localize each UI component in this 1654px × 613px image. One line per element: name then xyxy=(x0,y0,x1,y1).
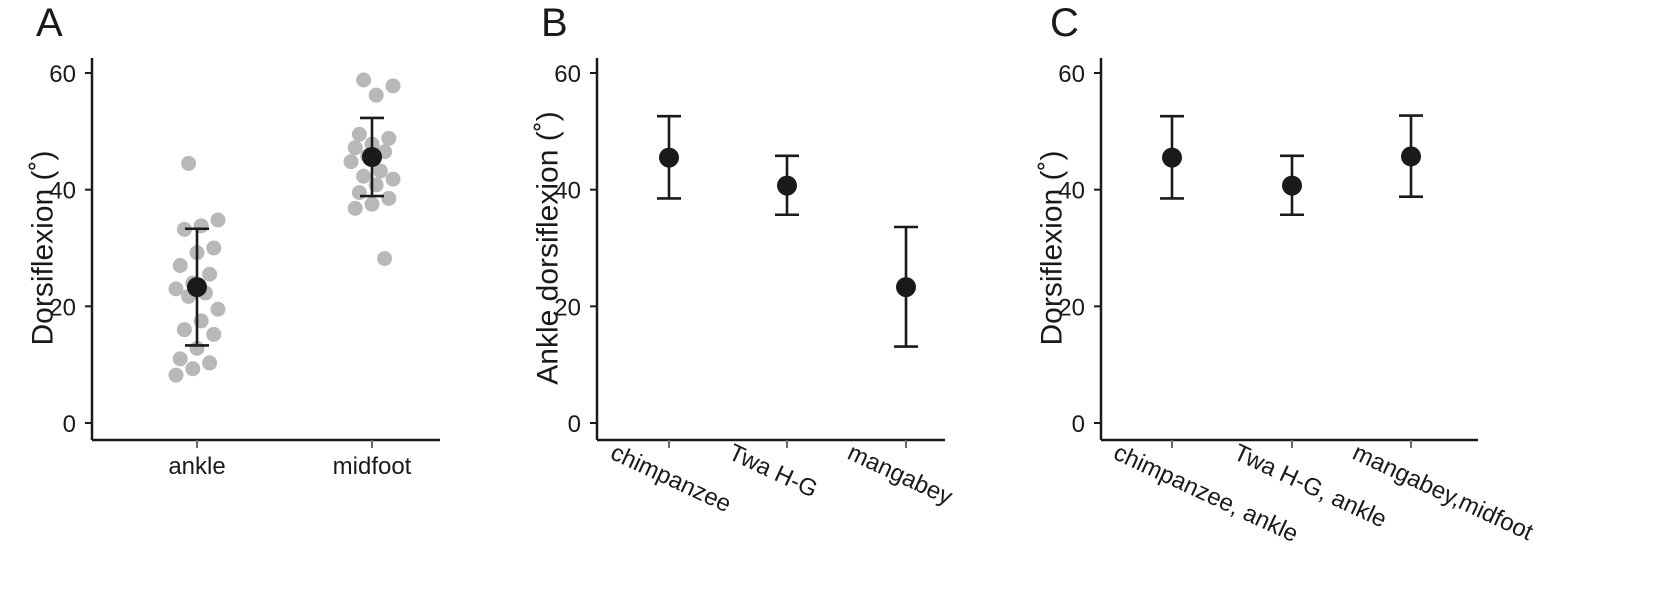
mean-point xyxy=(362,147,382,167)
mean-point xyxy=(659,147,679,168)
raw-data-point xyxy=(381,130,397,146)
y-axis-title: Dorsiflexion (˚) xyxy=(1036,150,1069,345)
raw-data-point xyxy=(181,155,197,171)
raw-data-point xyxy=(343,154,359,170)
raw-data-point xyxy=(368,87,384,103)
raw-data-point xyxy=(356,72,372,88)
panel-b: B 0 20 40 60 Ankle dorsiflexion (˚) chimpanzee… xyxy=(532,1,957,518)
panel-letter: C xyxy=(1050,1,1079,45)
panel-letter: B xyxy=(541,1,568,45)
raw-data-point xyxy=(172,351,188,367)
raw-data-point xyxy=(210,212,226,228)
x-tick-label: ankle xyxy=(168,453,225,480)
x-tick-label: midfoot xyxy=(333,453,412,480)
mean-point xyxy=(1401,146,1421,167)
raw-data-point xyxy=(185,361,201,377)
mean-point xyxy=(777,175,797,196)
raw-data-point xyxy=(202,266,218,282)
raw-data-point xyxy=(347,200,363,216)
y-tick-label: 20 xyxy=(49,294,76,321)
mean-point xyxy=(187,277,207,298)
raw-data-point xyxy=(347,140,363,156)
y-tick-label: 40 xyxy=(554,178,581,205)
x-tick-label: chimpanzee xyxy=(606,439,735,518)
raw-data-point xyxy=(364,196,380,212)
y-tick-label: 40 xyxy=(49,178,76,205)
y-axis-title: Dorsiflexion (˚) xyxy=(27,150,60,345)
raw-data-point xyxy=(377,251,393,266)
y-tick-label: 0 xyxy=(63,411,76,438)
y-tick-label: 0 xyxy=(1072,411,1085,438)
raw-data-point xyxy=(372,163,388,179)
raw-data-point xyxy=(210,301,226,317)
raw-data-point xyxy=(176,221,192,237)
raw-data-point xyxy=(351,126,367,142)
raw-data-point xyxy=(206,326,222,342)
mean-point xyxy=(896,277,916,298)
y-axis-title: Ankle dorsiflexion (˚) xyxy=(532,111,565,384)
mean-point xyxy=(1162,147,1182,168)
x-tick-label: Twa H-G xyxy=(724,439,821,503)
raw-data-point xyxy=(176,322,192,338)
x-tick-label: mangabey xyxy=(843,439,956,511)
raw-data-point xyxy=(356,168,372,184)
mean-point xyxy=(1282,175,1302,196)
raw-data-point xyxy=(381,190,397,206)
y-tick-label: 60 xyxy=(1058,61,1085,88)
y-tick-label: 60 xyxy=(554,61,581,88)
raw-data-point xyxy=(206,240,222,256)
y-tick-label: 60 xyxy=(49,61,76,88)
panel-letter: A xyxy=(36,1,63,45)
raw-data-point xyxy=(172,258,188,273)
y-tick-label: 0 xyxy=(568,411,581,438)
raw-data-point xyxy=(168,367,184,383)
y-tick-label: 20 xyxy=(554,294,581,321)
raw-data-point xyxy=(202,355,218,371)
raw-data-point xyxy=(168,281,184,297)
raw-data-point xyxy=(385,171,401,187)
y-tick-label: 20 xyxy=(1058,294,1085,321)
raw-data-point xyxy=(385,78,401,94)
y-tick-label: 40 xyxy=(1058,178,1085,205)
raw-data-point xyxy=(351,185,367,201)
panel-a: A 0 20 40 60 Dorsiflexion (˚) ankle midfoot xyxy=(27,1,440,480)
